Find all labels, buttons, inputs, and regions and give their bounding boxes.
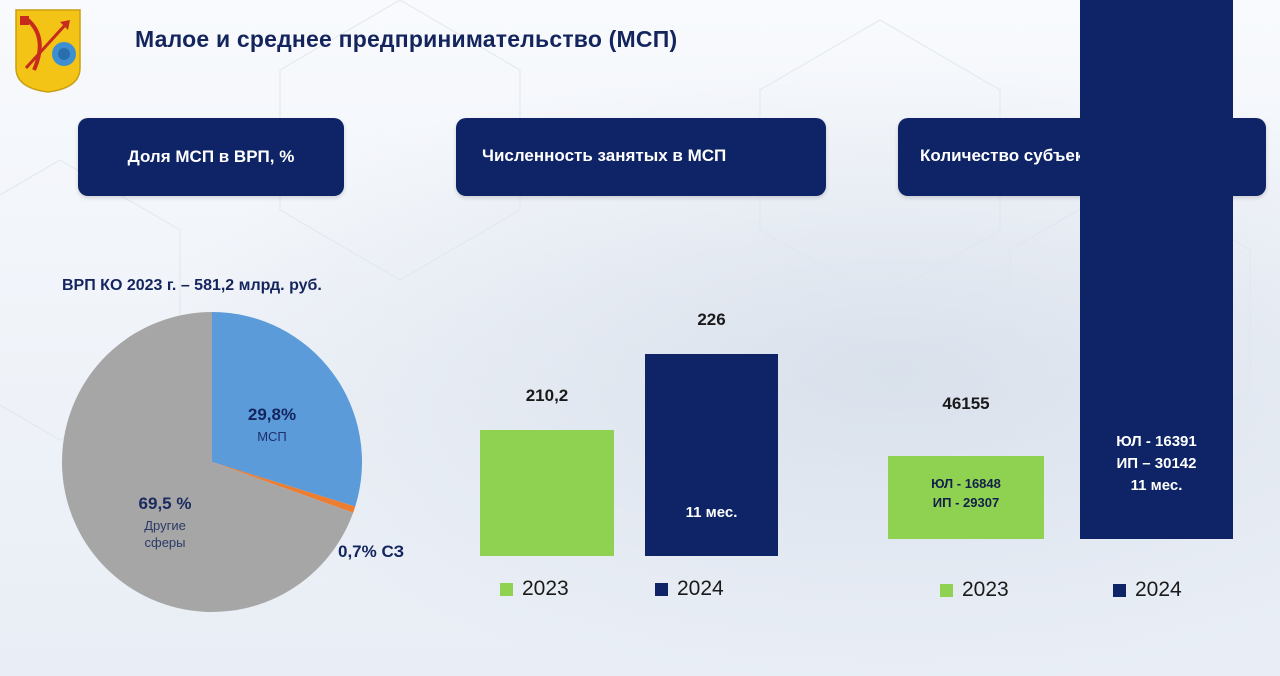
- pie-other-name-line1: Другие: [144, 518, 186, 533]
- employed-bar-2023: [480, 430, 614, 556]
- employed-bar-2024-note: 11 мес.: [685, 504, 738, 521]
- entities-legend-2024: 2024: [1113, 578, 1182, 602]
- entities-2023-individual: ИП - 29307: [932, 495, 1000, 510]
- entities-2023-legal: ЮЛ - 16848: [931, 476, 1001, 491]
- employed-bar-2024: [645, 354, 778, 556]
- legend-label: 2024: [677, 577, 724, 600]
- employed-section-header: Численность занятых в МСП: [456, 118, 826, 196]
- legend-label: 2023: [522, 577, 569, 600]
- legend-swatch-green: [940, 583, 953, 597]
- pie-slice-sz: [212, 462, 356, 513]
- coat-of-arms-logo: [15, 9, 81, 93]
- entities-bar-2023: [888, 456, 1044, 539]
- entities-2024-legal: ЮЛ - 16391: [1116, 433, 1197, 450]
- pie-slice-msp: [212, 312, 362, 507]
- share-section-title: Доля МСП в ВРП, %: [127, 147, 295, 166]
- entities-bar-2024: [1080, 0, 1233, 539]
- legend-label: 2023: [962, 578, 1009, 601]
- pie-msp-name: МСП: [257, 429, 287, 444]
- entities-value-2023: 46155: [942, 394, 990, 413]
- pie-subtitle: ВРП КО 2023 г. – 581,2 млрд. руб.: [62, 277, 322, 294]
- entities-legend-2023: 2023: [940, 578, 1009, 602]
- entities-2024-note: 11 мес.: [1130, 477, 1183, 494]
- share-section-header: Доля МСП в ВРП, %: [78, 118, 344, 196]
- employed-legend-2024: 2024: [655, 577, 724, 601]
- pie-other-name-line2: сферы: [144, 535, 186, 550]
- pie-other-name: Другие сферы: [120, 517, 210, 551]
- employed-value-2024: 226: [697, 310, 726, 329]
- legend-swatch-navy: [655, 582, 668, 596]
- pie-slice-other: [61, 312, 354, 612]
- entities-2024-individual: ИП – 30142: [1116, 455, 1197, 472]
- employed-section-title: Численность занятых в МСП: [482, 146, 727, 165]
- entities-bar-2023-breakdown: ЮЛ - 16848 ИП - 29307: [888, 474, 1044, 512]
- legend-swatch-navy: [1113, 583, 1126, 597]
- employed-legend-2023: 2023: [500, 577, 569, 601]
- employed-value-2023: 210,2: [525, 386, 569, 405]
- legend-label: 2024: [1135, 578, 1182, 601]
- pie-chart: [61, 312, 362, 612]
- entities-bar-2024-breakdown: ЮЛ - 16391 ИП – 30142 11 мес.: [1080, 431, 1233, 497]
- pie-sz-label: 0,7% СЗ: [338, 542, 405, 561]
- legend-swatch-green: [500, 582, 513, 596]
- pie-msp-value: 29,8%: [247, 405, 297, 424]
- page-title: Малое и среднее предпринимательство (МСП…: [135, 26, 678, 52]
- pie-other-value: 69,5 %: [138, 494, 192, 513]
